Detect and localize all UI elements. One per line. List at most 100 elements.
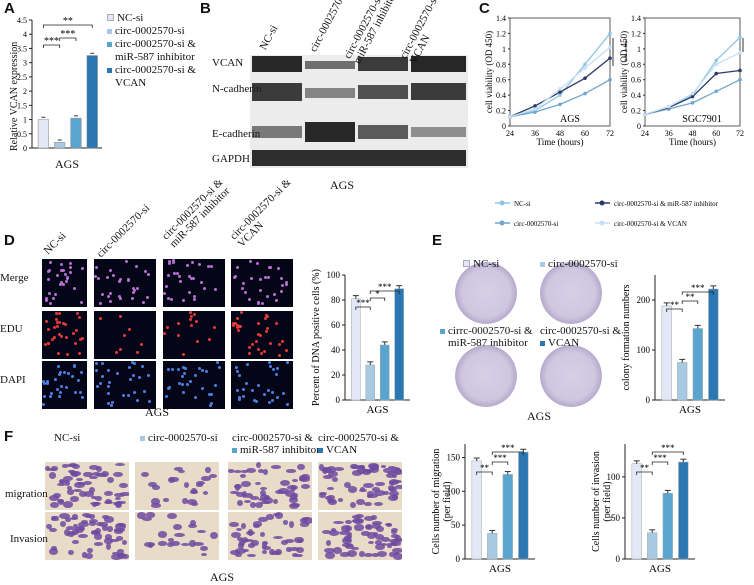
series-point: [558, 87, 562, 91]
panel-letter-f: F: [4, 428, 14, 445]
band-vcan-2: [305, 61, 355, 69]
legend-label: circ-0002570-si: [115, 25, 185, 37]
bar-2: [647, 532, 658, 560]
series-point: [558, 102, 562, 107]
x-tick-label: 60: [581, 129, 589, 138]
y-tick-label: 60: [331, 320, 341, 330]
panel-b-xlabel: AGS: [330, 178, 355, 192]
y-tick-label: 1.5: [17, 101, 27, 110]
sig-label: **: [686, 292, 696, 302]
band-gapdh: [252, 150, 466, 166]
y-tick-label: 100: [447, 486, 461, 496]
micrograph-edu-2: [94, 311, 156, 359]
bar-3: [692, 328, 703, 401]
series-point: [738, 77, 742, 82]
micrograph-dapi-2: [94, 361, 156, 409]
band-ncad-1: [252, 83, 302, 101]
y-axis-label: (per field): [442, 481, 453, 521]
series-point: [558, 93, 562, 97]
y-tick-label: 100: [607, 472, 621, 482]
bar-4: [708, 288, 719, 401]
sig-bracket: [369, 290, 400, 294]
y-tick-label: 100: [327, 270, 341, 280]
sig-label: ***: [620, 40, 629, 52]
bar-2: [677, 362, 688, 401]
y-tick-label: 0.2: [631, 107, 641, 116]
f-row-label-invasion: Invasion: [10, 533, 48, 545]
series-point: [690, 101, 695, 105]
series-point: [608, 56, 612, 60]
y-tick-label: 0: [336, 395, 341, 405]
series-point: [738, 50, 742, 55]
band-vcan-3: [358, 57, 408, 71]
panel-c-chart: 0 0.2 0.4 0.6 0.8 1 1.2 1.4 24 36 48 60 72 AGS Time (h…: [484, 14, 754, 228]
sig-bracket: [636, 471, 653, 475]
band-ncad-4: [411, 83, 466, 100]
legend-item-vcan: circ-0002570-si &: [107, 64, 196, 77]
x-axis-label: AGS: [489, 563, 511, 575]
legend-label: circ-0002570-si &: [115, 64, 196, 76]
x-tick-label: 24: [641, 129, 649, 138]
bar-2: [54, 142, 66, 149]
series-point: [558, 90, 562, 94]
legend-label: miR-587 inhibitor: [115, 51, 195, 63]
y-axis-label: colony formation numbers: [621, 284, 632, 390]
x-tick-label: 36: [665, 129, 673, 138]
series-point: [583, 76, 587, 80]
micrograph-merge-3: [163, 259, 225, 307]
series-point: [666, 104, 671, 109]
bar-4: [394, 288, 404, 401]
bar-2: [487, 533, 498, 560]
y-tick-label: 4: [23, 30, 27, 39]
f-row-label-migration: migration: [5, 488, 48, 500]
series-point: [608, 31, 612, 36]
sig-bracket: [651, 451, 684, 455]
row-label-dapi: DAPI: [0, 374, 26, 386]
series-point: [608, 77, 612, 82]
y-tick-label: 40: [331, 345, 341, 355]
blot-label-ncadherin: N-cadherin: [212, 83, 262, 95]
sig-label: ***: [661, 443, 675, 453]
panel-e-xlabel: AGS: [527, 409, 552, 423]
sig-bracket: [476, 471, 493, 475]
colony-dish-3: [455, 345, 517, 407]
series-point: [643, 112, 647, 117]
y-tick-label: 0.4: [631, 91, 641, 100]
transwell-migration-4: [318, 462, 402, 510]
sig-label: **: [640, 463, 650, 473]
y-tick-label: 0: [23, 144, 27, 153]
series-point: [533, 107, 537, 111]
legend-label: NC-si: [514, 200, 531, 208]
micrograph-merge-4: [231, 259, 293, 307]
series-point: [533, 110, 537, 114]
micrograph-dapi-4: [231, 361, 293, 409]
x-axis-label: AGS: [679, 404, 701, 416]
y-tick-label: 4.5: [17, 16, 27, 25]
series-point: [608, 45, 612, 50]
micrograph-merge-2: [94, 259, 156, 307]
legend-label: VCAN: [115, 77, 147, 89]
y-tick-label: 20: [331, 370, 341, 380]
blot-label-vcan: VCAN: [212, 57, 244, 69]
sig-label: ***: [691, 283, 705, 293]
bar-4: [86, 55, 98, 149]
legend-marker: [599, 220, 605, 226]
band-ecad-2: [305, 122, 355, 142]
x-tick-label: 60: [712, 129, 720, 138]
band-vcan-1: [252, 56, 302, 72]
colony-dish-4: [540, 345, 602, 407]
sig-label: **: [620, 54, 629, 62]
sig-bracket: [491, 451, 524, 455]
y-tick-label: 0.6: [496, 76, 506, 85]
bar-1: [661, 305, 672, 401]
y-tick-label: 1: [502, 45, 506, 54]
sig-label: **: [670, 300, 680, 310]
band-vcan-4: [411, 56, 466, 72]
y-tick-label: 0: [502, 122, 506, 131]
bar-1: [631, 463, 642, 560]
legend-label: circ-0002570-si: [514, 220, 558, 228]
micrograph-dapi-1: [42, 361, 87, 409]
y-tick-label: 0.5: [17, 130, 27, 139]
series-point: [533, 104, 537, 108]
